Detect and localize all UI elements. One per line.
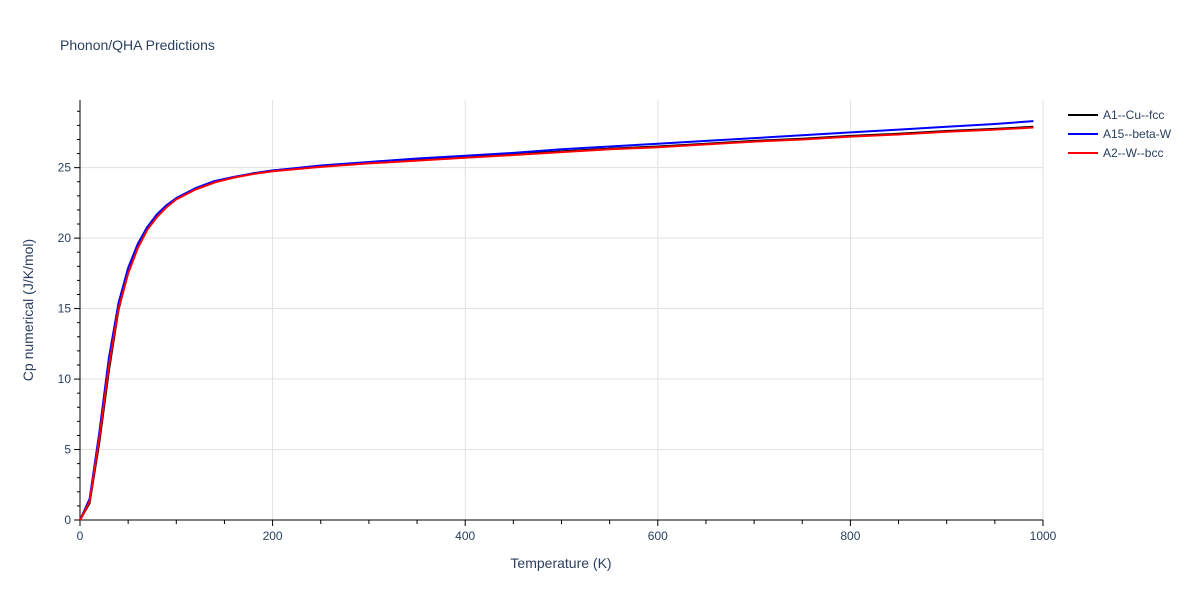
legend[interactable]: A1--Cu--fcc A15--beta-W A2--W--bcc	[1068, 108, 1172, 160]
y-tick-label: 5	[64, 443, 71, 457]
x-tick-label: 200	[263, 529, 283, 543]
x-tick-label: 0	[77, 529, 84, 543]
legend-item[interactable]: A2--W--bcc	[1068, 146, 1163, 160]
x-tick-label: 400	[455, 529, 475, 543]
legend-label: A1--Cu--fcc	[1103, 108, 1164, 122]
legend-label: A15--beta-W	[1103, 127, 1172, 141]
y-axis-title: Cp numerical (J/K/mol)	[20, 239, 36, 381]
legend-item[interactable]: A15--beta-W	[1068, 127, 1172, 141]
legend-label: A2--W--bcc	[1103, 146, 1163, 160]
x-tick-label: 1000	[1030, 529, 1057, 543]
x-tick-label: 600	[648, 529, 668, 543]
y-tick-label: 10	[58, 372, 72, 386]
legend-item[interactable]: A1--Cu--fcc	[1068, 108, 1164, 122]
x-tick-label: 800	[840, 529, 860, 543]
series-line-A15--beta-W	[79, 120, 1034, 521]
y-tick-label: 25	[58, 161, 72, 175]
y-tick-label: 0	[64, 513, 71, 527]
gridlines	[80, 100, 1044, 520]
series-line-A1--Cu--fcc	[79, 125, 1034, 521]
chart-title: Phonon/QHA Predictions	[60, 37, 215, 53]
series-lines	[79, 120, 1034, 521]
y-tick-label: 15	[58, 302, 72, 316]
tick-labels: 0 200 400 600 800 1000 0 5 10 15 20 25	[58, 161, 1057, 543]
y-tick-label: 20	[58, 231, 72, 245]
x-axis-title: Temperature (K)	[510, 555, 611, 571]
series-line-A2--W--bcc	[79, 126, 1034, 521]
axes	[74, 100, 1044, 526]
